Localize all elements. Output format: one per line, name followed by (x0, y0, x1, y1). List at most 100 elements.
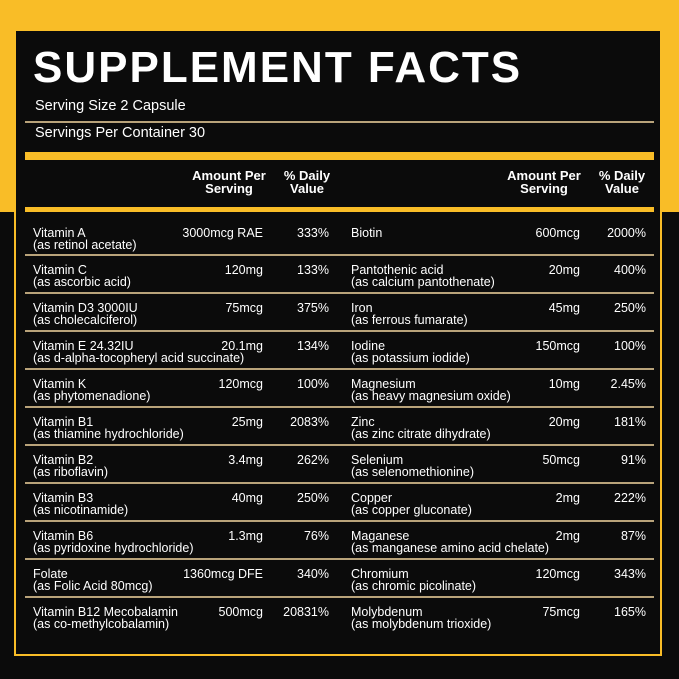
nutrient-cell: Copper (as copper gluconate) (351, 491, 472, 517)
table-row: Vitamin D3 3000IU (as cholecalciferol) 75m… (25, 294, 654, 332)
amount-cell: 25mg (231, 415, 263, 429)
nutrient-cell: Vitamin D3 3000IU (as cholecalciferol) (33, 301, 138, 327)
table-row: Folate (as Folic Acid 80mcg) 1360mcg DFE 34… (25, 560, 654, 598)
daily-value-cell: 165% (614, 605, 646, 619)
daily-value-cell: 222% (614, 491, 646, 505)
amount-cell: 75mcg (225, 301, 263, 315)
nutrient-cell: Folate (as Folic Acid 80mcg) (33, 567, 153, 593)
amount-cell: 20.1mg (221, 339, 263, 353)
amount-cell: 1360mcg DFE (183, 567, 263, 581)
amount-cell: 120mcg (218, 377, 263, 391)
daily-value-cell: 262% (297, 453, 329, 467)
dv-header-left: % Daily Value (283, 168, 331, 196)
table-row: Vitamin B1 (as thiamine hydrochloride) 25m… (25, 408, 654, 446)
amount-cell: 120mcg (535, 567, 580, 581)
nutrient-cell: Molybdenum (as molybdenum trioxide) (351, 606, 492, 631)
nutrient-source: (as d-alpha-tocopheryl acid succinate) (33, 351, 245, 365)
nutrient-name: Chromium (351, 567, 409, 581)
amount-cell: 2mg (555, 491, 580, 505)
daily-value-cell: 76% (303, 529, 329, 543)
table-row: Vitamin K (as phytomenadione) 120mcg 100% Ma… (25, 370, 654, 408)
amount-header-right: Amount Per Serving (507, 168, 581, 196)
dv-header-right: % Daily Value (598, 168, 646, 196)
nutrient-name: Vitamin C (33, 263, 87, 277)
daily-value-cell: 250% (614, 301, 646, 315)
table-row: Vitamin B2 (as riboflavin) 3.4mg 262% Seleni… (25, 446, 654, 484)
nutrient-name: Vitamin D3 3000IU (33, 301, 138, 315)
daily-value-cell: 100% (614, 339, 646, 353)
nutrient-name: Iodine (351, 339, 386, 353)
amount-cell: 10mg (548, 377, 580, 391)
nutrient-cell: Iodine (as potassium iodide) (351, 339, 470, 365)
daily-value-cell: 250% (297, 491, 329, 505)
nutrient-source: (as co-methylcobalamin) (33, 617, 170, 631)
nutrient-name: Vitamin B12 Mecobalamin (33, 605, 178, 619)
nutrient-source: (as manganese amino acid chelate) (351, 541, 550, 555)
nutrient-name: Biotin (351, 226, 383, 240)
amount-cell: 600mcg (535, 226, 580, 240)
daily-value-cell: 100% (297, 377, 329, 391)
nutrient-source: (as heavy magnesium oxide) (351, 389, 511, 403)
amount-cell: 3000mcg RAE (182, 226, 263, 240)
nutrient-cell: Vitamin E 24.32IU (as d-alpha-tocopheryl … (33, 340, 245, 365)
nutrient-cell: Magnesium (as heavy magnesium oxide) (351, 378, 511, 403)
amount-cell: 20mg (548, 263, 580, 277)
divider (25, 121, 654, 123)
table-row: Vitamin E 24.32IU (as d-alpha-tocopheryl … (25, 332, 654, 370)
nutrient-source: (as molybdenum trioxide) (351, 617, 492, 631)
daily-value-cell: 2000% (607, 226, 646, 240)
daily-value-cell: 134% (297, 339, 329, 353)
amount-cell: 50mcg (542, 453, 580, 467)
daily-value-cell: 343% (614, 567, 646, 581)
supplement-facts-panel (14, 29, 662, 656)
nutrient-source: (as phytomenadione) (33, 389, 151, 403)
amount-cell: 1.3mg (228, 529, 263, 543)
nutrient-source: (as potassium iodide) (351, 351, 470, 365)
nutrient-name: Vitamin K (33, 377, 87, 391)
daily-value-cell: 2.45% (610, 377, 646, 391)
nutrient-name: Vitamin B6 (33, 529, 94, 543)
nutrient-name: Vitamin B2 (33, 453, 94, 467)
nutrient-name: Maganese (351, 529, 410, 543)
nutrient-name: Copper (351, 491, 392, 505)
nutrient-name: Folate (33, 567, 68, 581)
daily-value-cell: 20831% (283, 605, 329, 619)
nutrient-name: Vitamin B3 (33, 491, 94, 505)
nutrient-source: (as ascorbic acid) (33, 275, 131, 289)
nutrient-name: Selenium (351, 453, 404, 467)
nutrient-name: Vitamin B1 (33, 415, 94, 429)
amount-cell: 75mcg (542, 605, 580, 619)
amount-cell: 20mg (548, 415, 580, 429)
nutrient-cell: Zinc (as zinc citrate dihydrate) (351, 415, 491, 441)
nutrient-source: (as calcium pantothenate) (351, 275, 495, 289)
nutrient-cell: Vitamin B12 Mecobalamin (as co-methylcoba… (33, 605, 178, 631)
nutrient-source: (as Folic Acid 80mcg) (33, 579, 153, 593)
nutrient-source: (as nicotinamide) (33, 503, 129, 517)
nutrient-name: Pantothenic acid (351, 263, 444, 277)
thick-divider (25, 207, 654, 212)
daily-value-cell: 133% (297, 263, 329, 277)
page-title: SUPPLEMENT FACTS (33, 43, 523, 92)
amount-cell: 120mg (224, 263, 263, 277)
nutrient-name: Iron (351, 301, 373, 315)
nutrient-cell: Vitamin A (as retinol acetate) (33, 227, 137, 252)
nutrient-cell: Vitamin K (as phytomenadione) (33, 377, 151, 403)
nutrient-source: (as selenomethionine) (351, 465, 474, 479)
amount-cell: 2mg (555, 529, 580, 543)
nutrient-cell: Selenium (as selenomethionine) (351, 453, 474, 479)
amount-cell: 40mg (231, 491, 263, 505)
amount-header-left: Amount Per Serving (192, 168, 266, 196)
nutrient-cell: Chromium (as chromic picolinate) (351, 567, 476, 593)
table-row: Vitamin C (as ascorbic acid) 120mg 133% Pant… (25, 256, 654, 294)
nutrient-source: (as cholecalciferol) (33, 313, 138, 327)
amount-cell: 45mg (548, 301, 580, 315)
daily-value-cell: 375% (297, 301, 329, 315)
nutrient-source: (as zinc citrate dihydrate) (351, 427, 491, 441)
nutrient-name: Zinc (351, 415, 375, 429)
table-row: Vitamin B12 Mecobalamin (as co-methylcoba… (25, 598, 654, 636)
nutrient-cell: Vitamin B3 (as nicotinamide) (33, 491, 129, 517)
nutrient-source: (as pyridoxine hydrochloride) (33, 541, 194, 555)
nutrient-cell: Pantothenic acid (as calcium pantothenate… (351, 263, 495, 289)
nutrient-cell: Maganese (as manganese amino acid chelate… (351, 529, 550, 555)
nutrient-cell: Vitamin B2 (as riboflavin) (33, 453, 108, 479)
